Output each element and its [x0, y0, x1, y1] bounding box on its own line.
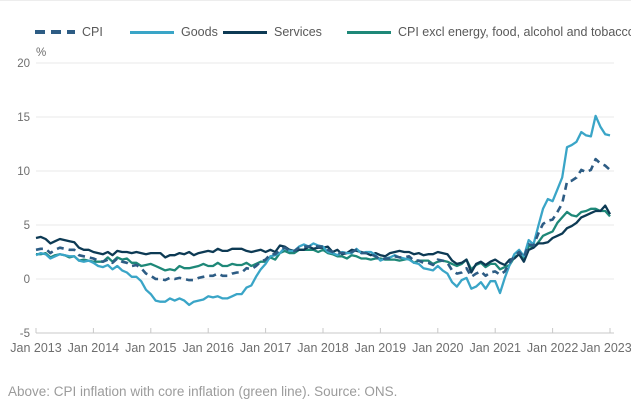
cpi-dashed-line-swatch	[35, 30, 75, 34]
y-axis-unit-label: %	[36, 47, 46, 59]
x-tick-label: Jan 2016	[182, 341, 233, 355]
legend-label-core-cpi: CPI excl energy, food, alcohol and tobac…	[398, 25, 631, 39]
chart-canvas: 20 15 10 5 0 -5% Jan 2013 Jan 2014 Jan 2015 Jan 2…	[10, 47, 631, 355]
x-tick-label: Jan 2019	[355, 341, 406, 355]
legend-item-services: Services	[223, 23, 322, 41]
y-tick-label: -5	[20, 328, 30, 340]
y-tick-label: 5	[24, 220, 30, 232]
x-tick-label: Jan 2020	[412, 341, 463, 355]
legend-label-goods: Goods	[181, 25, 218, 39]
y-tick-label: 15	[17, 112, 30, 124]
x-tick-label: Jan 2018	[297, 341, 348, 355]
legend-label-services: Services	[274, 25, 322, 39]
y-tick-label: 0	[24, 274, 30, 286]
core-cpi-line-swatch	[347, 30, 391, 34]
series-line-goods	[35, 114, 611, 307]
legend-item-cpi: CPI	[35, 23, 103, 41]
services-line-swatch	[223, 30, 267, 34]
chart-caption: Above: CPI inflation with core inflation…	[8, 384, 398, 399]
x-tick-label: Jan 2022	[527, 341, 578, 355]
goods-line-swatch	[130, 30, 174, 34]
x-tick-label: Jan 2014	[68, 341, 119, 355]
legend-item-goods: Goods	[130, 23, 218, 41]
legend-label-cpi: CPI	[82, 25, 103, 39]
y-tick-label: 20	[17, 58, 30, 70]
x-tick-label: Jan 2017	[240, 341, 291, 355]
chart-legend: CPI Goods Services CPI excl energy, food…	[0, 23, 631, 41]
y-tick-label: 10	[17, 166, 30, 178]
x-tick-label: Jan 2015	[125, 341, 176, 355]
legend-item-core-cpi: CPI excl energy, food, alcohol and tobac…	[347, 23, 631, 41]
x-tick-label: Jan 2021	[469, 341, 520, 355]
x-tick-label: Jan 2013	[10, 341, 61, 355]
x-tick-label: Jan 2023	[580, 341, 631, 355]
